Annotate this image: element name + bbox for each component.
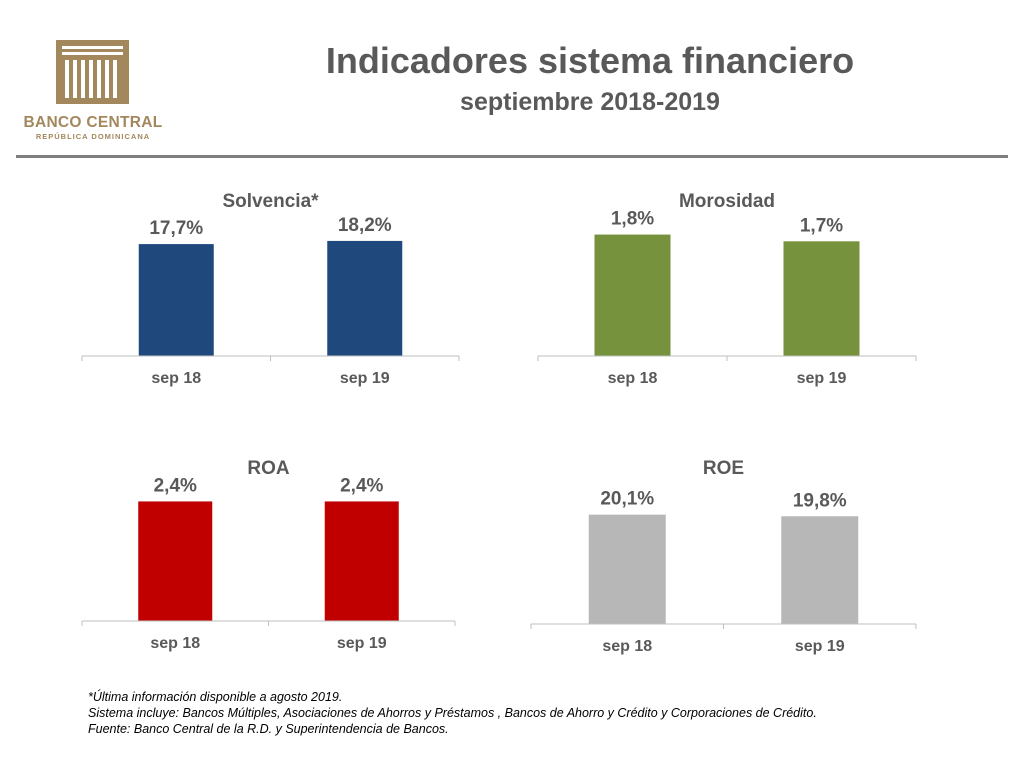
data-label: 2,4% xyxy=(154,475,197,496)
data-label: 1,8% xyxy=(611,209,654,230)
building-columns-icon xyxy=(56,40,129,104)
x-tick-label: sep 19 xyxy=(795,638,845,655)
bar xyxy=(588,514,666,624)
bar xyxy=(324,501,399,621)
chart-roa: ROA 2,4% sep 18 2,4% sep 19 xyxy=(81,458,456,652)
x-tick-label: sep 18 xyxy=(608,370,658,387)
footnote-data-date: *Última información disponible a agosto … xyxy=(88,690,343,704)
x-tick-label: sep 18 xyxy=(602,638,652,655)
chart-morosidad: Morosidad 1,8% sep 18 1,7% sep 19 xyxy=(537,191,917,387)
x-tick-label: sep 19 xyxy=(797,370,847,387)
chart-title: ROE xyxy=(703,458,744,479)
page-title: Indicadores sistema financiero xyxy=(325,40,855,81)
bar xyxy=(138,501,213,621)
x-tick-label: sep 18 xyxy=(150,635,200,652)
logo-name: BANCO CENTRAL xyxy=(23,114,163,131)
bar xyxy=(594,234,671,356)
bar xyxy=(327,240,403,356)
chart-title: ROA xyxy=(247,458,290,479)
chart-solvencia: Solvencia* 17,7% sep 18 18,2% sep 19 xyxy=(81,191,460,387)
data-label: 2,4% xyxy=(340,475,383,496)
x-tick-label: sep 18 xyxy=(151,370,201,387)
data-label: 1,7% xyxy=(800,215,843,236)
banco-central-logo: BANCO CENTRAL REPÚBLICA DOMINICANA xyxy=(18,38,168,144)
x-tick-label: sep 19 xyxy=(337,635,387,652)
data-label: 19,8% xyxy=(793,490,847,511)
bar xyxy=(138,244,214,356)
footnote-system-scope: Sistema incluye: Bancos Múltiples, Asoci… xyxy=(88,706,817,720)
data-label: 18,2% xyxy=(338,215,392,236)
x-tick-label: sep 19 xyxy=(340,370,390,387)
footnotes: *Última información disponible a agosto … xyxy=(88,689,988,737)
chart-title: Solvencia* xyxy=(222,191,319,212)
chart-roe: ROE 20,1% sep 18 19,8% sep 19 xyxy=(530,458,917,655)
chart-title: Morosidad xyxy=(679,191,775,212)
header-divider xyxy=(16,155,1008,158)
footnote-source: Fuente: Banco Central de la R.D. y Super… xyxy=(88,722,449,736)
logo-subname: REPÚBLICA DOMINICANA xyxy=(35,132,151,141)
data-label: 17,7% xyxy=(149,218,203,239)
data-label: 20,1% xyxy=(600,489,654,510)
bar xyxy=(781,516,859,624)
bar xyxy=(783,241,860,356)
page-subtitle: septiembre 2018-2019 xyxy=(460,88,720,116)
